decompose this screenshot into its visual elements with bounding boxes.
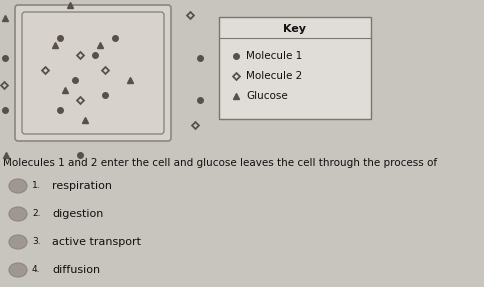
Text: 1.: 1.: [32, 181, 41, 191]
Text: Molecules 1 and 2 enter the cell and glucose leaves the cell through the process: Molecules 1 and 2 enter the cell and glu…: [3, 158, 436, 168]
Ellipse shape: [9, 235, 27, 249]
Text: respiration: respiration: [52, 181, 112, 191]
Text: Molecule 2: Molecule 2: [245, 71, 302, 81]
Text: 2.: 2.: [32, 210, 41, 218]
Text: 3.: 3.: [32, 238, 41, 247]
Ellipse shape: [9, 207, 27, 221]
Text: Molecule 1: Molecule 1: [245, 51, 302, 61]
Text: Key: Key: [283, 24, 306, 34]
Ellipse shape: [9, 263, 27, 277]
FancyBboxPatch shape: [15, 5, 171, 141]
Text: diffusion: diffusion: [52, 265, 100, 275]
Text: 4.: 4.: [32, 265, 41, 274]
Text: active transport: active transport: [52, 237, 141, 247]
Ellipse shape: [9, 179, 27, 193]
Text: Glucose: Glucose: [245, 91, 287, 101]
Text: digestion: digestion: [52, 209, 103, 219]
FancyBboxPatch shape: [219, 17, 370, 119]
